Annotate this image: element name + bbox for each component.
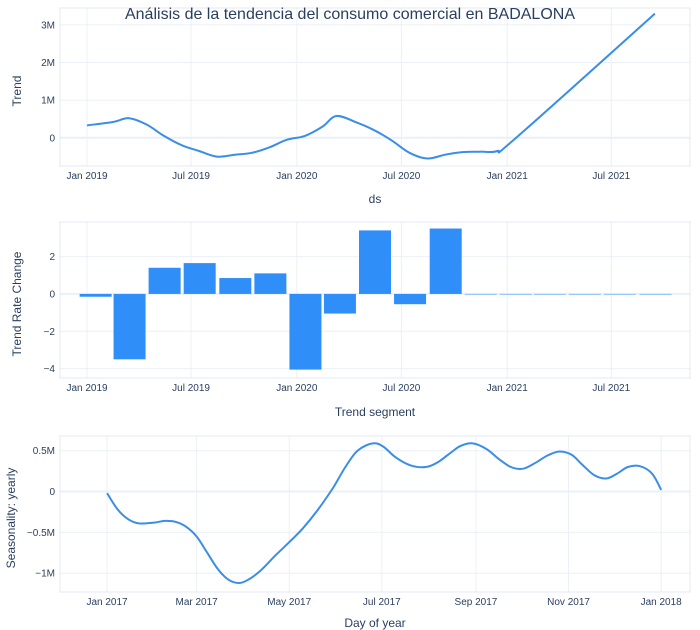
x-tick-label: Jul 2019 bbox=[172, 171, 210, 182]
x-tick-label: Jan 2020 bbox=[276, 171, 318, 182]
x-tick-label: Jan 2017 bbox=[86, 597, 128, 608]
x-tick-label: Nov 2017 bbox=[547, 597, 590, 608]
x-tick-label: Jul 2017 bbox=[363, 597, 401, 608]
y-axis-title: Seasonality: yearly bbox=[4, 468, 18, 569]
bar bbox=[113, 293, 146, 360]
figure-title: Análisis de la tendencia del consumo com… bbox=[125, 6, 575, 23]
bar bbox=[429, 228, 462, 294]
y-tick-label: 1M bbox=[41, 96, 55, 107]
y-tick-label: −4 bbox=[44, 364, 56, 375]
x-tick-label: Jan 2019 bbox=[66, 171, 108, 182]
y-tick-label: −2 bbox=[44, 327, 56, 338]
y-axis-title: Trend bbox=[10, 76, 24, 107]
x-tick-label: Jul 2021 bbox=[592, 383, 630, 394]
y-tick-label: −1M bbox=[35, 569, 55, 580]
bar bbox=[79, 293, 112, 297]
seasonality_yearly-line bbox=[106, 442, 663, 584]
bar bbox=[254, 273, 287, 294]
x-axis-title: Trend segment bbox=[335, 405, 416, 419]
bar bbox=[183, 263, 216, 294]
panel-trend_rate_change: Jan 2019 Jul 2019 Jan 2020 Jul 2020 Jan 2021… bbox=[10, 221, 691, 419]
y-axis-title: Trend Rate Change bbox=[10, 251, 24, 356]
y-tick-label: 2 bbox=[49, 252, 55, 263]
bar bbox=[533, 293, 566, 295]
x-tick-label: Mar 2017 bbox=[176, 597, 219, 608]
bar bbox=[603, 293, 636, 295]
plot-frame bbox=[59, 435, 691, 593]
y-tick-label: 0 bbox=[49, 133, 55, 144]
y-tick-label: 0 bbox=[49, 289, 55, 300]
bar bbox=[323, 293, 356, 314]
y-tick-label: −0.5M bbox=[27, 528, 55, 539]
bar bbox=[464, 293, 497, 295]
x-tick-label: Jul 2020 bbox=[383, 171, 421, 182]
bar bbox=[148, 267, 181, 294]
y-tick-label: 2M bbox=[41, 58, 55, 69]
bar bbox=[394, 293, 427, 305]
x-tick-label: Jul 2021 bbox=[592, 171, 630, 182]
x-tick-label: Jan 2021 bbox=[487, 383, 529, 394]
plot-frame bbox=[59, 221, 691, 379]
panel-seasonality_yearly: Jan 2017 Mar 2017 May 2017 Jul 2017 Sep 2017… bbox=[4, 435, 691, 630]
bar bbox=[219, 278, 252, 294]
x-tick-label: Sep 2017 bbox=[455, 597, 498, 608]
y-tick-label: 3M bbox=[41, 20, 55, 31]
bar bbox=[289, 293, 322, 370]
x-tick-label: Jan 2018 bbox=[641, 597, 683, 608]
y-tick-label: 0.5M bbox=[33, 446, 55, 457]
bar bbox=[639, 293, 672, 295]
x-axis-title: Day of year bbox=[344, 616, 405, 630]
bar bbox=[568, 293, 601, 295]
x-tick-label: May 2017 bbox=[267, 597, 311, 608]
x-tick-label: Jan 2020 bbox=[276, 383, 318, 394]
plot-frame bbox=[59, 7, 691, 167]
y-tick-label: 0 bbox=[49, 487, 55, 498]
x-tick-label: Jan 2019 bbox=[66, 383, 108, 394]
bar bbox=[359, 230, 391, 294]
x-tick-label: Jan 2021 bbox=[487, 171, 529, 182]
x-tick-label: Jul 2019 bbox=[172, 383, 210, 394]
x-axis-title: ds bbox=[369, 192, 382, 206]
bar bbox=[499, 293, 532, 295]
trend-line bbox=[86, 12, 656, 160]
x-tick-label: Jul 2020 bbox=[383, 383, 421, 394]
panel-trend: Jan 2019 Jul 2019 Jan 2020 Jul 2020 Jan 2021… bbox=[10, 7, 691, 206]
